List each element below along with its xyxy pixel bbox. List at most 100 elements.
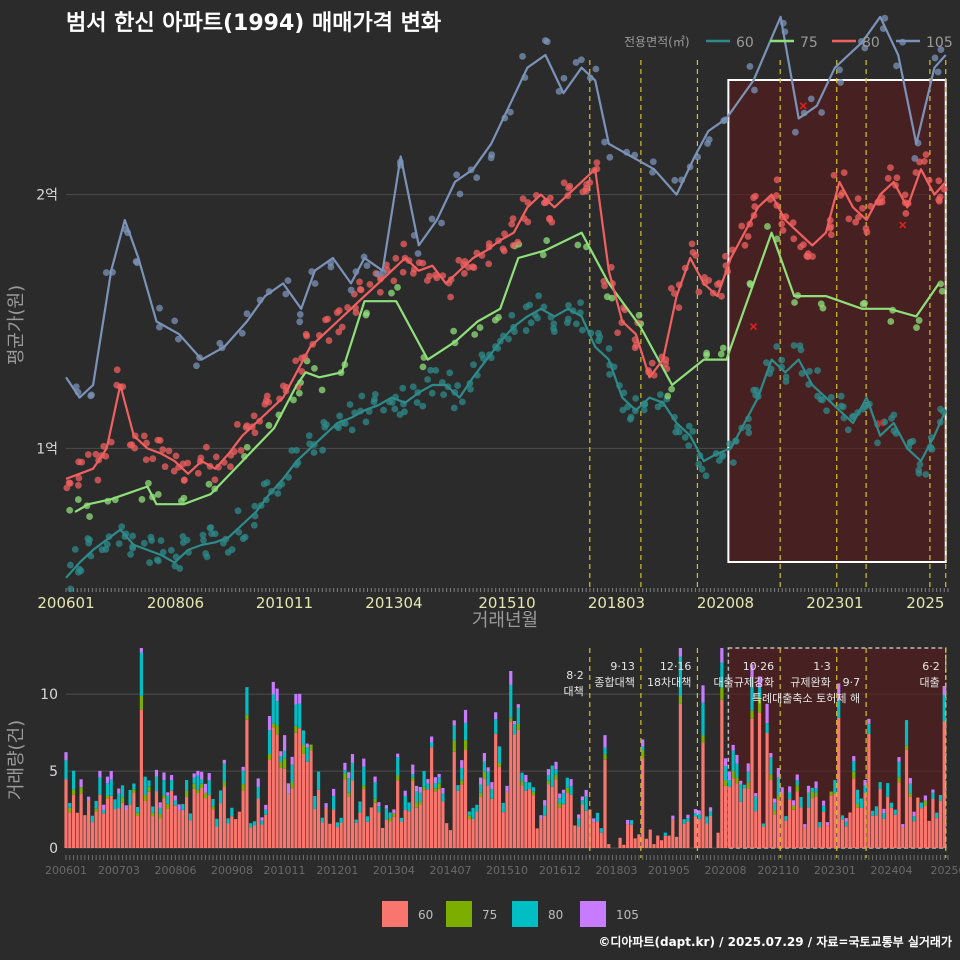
volume-bar-60 — [648, 829, 652, 848]
scatter-point-60 — [922, 470, 930, 478]
volume-bar-75 — [855, 803, 860, 808]
volume-bar-105 — [396, 753, 400, 758]
volume-bar-80 — [105, 783, 110, 796]
scatter-point-60 — [321, 423, 329, 431]
scatter-point-60 — [362, 418, 370, 426]
volume-bar-105 — [769, 753, 773, 758]
volume-bar-105 — [678, 648, 682, 657]
volume-bar-60 — [516, 729, 520, 848]
scatter-point-80 — [356, 278, 363, 286]
scatter-point-80 — [256, 417, 264, 425]
scatter-point-80 — [701, 273, 708, 281]
volume-bar-80 — [264, 809, 268, 815]
volume-bar-75 — [791, 805, 796, 810]
volume-bar-105 — [735, 754, 739, 764]
volume-bar-60 — [241, 790, 245, 848]
volume-bar-105 — [196, 770, 200, 776]
scatter-point-80 — [893, 174, 901, 182]
volume-bar-60 — [396, 780, 400, 848]
scatter-point-60 — [595, 337, 602, 345]
volume-bar-60 — [580, 804, 584, 848]
scatter-point-80 — [901, 191, 909, 199]
volume-bar-80 — [569, 786, 573, 795]
scatter-point-80 — [789, 219, 797, 227]
volume-bar-80 — [912, 816, 916, 822]
volume-bar-80 — [373, 782, 377, 799]
volume-bar-60 — [226, 823, 230, 848]
volume-bar-60 — [185, 796, 189, 848]
volume-bar-105 — [901, 824, 905, 828]
scatter-point-75 — [86, 513, 93, 520]
volume-bar-80 — [855, 789, 860, 804]
volume-bar-105 — [701, 685, 705, 703]
volume-bar-80 — [354, 819, 358, 823]
volume-bar-60 — [471, 818, 475, 848]
volume-bar-80 — [693, 813, 698, 817]
volume-bar-60 — [708, 815, 713, 848]
top-x-tick-label: 201304 — [365, 594, 422, 612]
volume-bar-60 — [215, 826, 219, 848]
bottom-x-tick-label: 200908 — [211, 864, 253, 877]
volume-bar-60 — [776, 800, 780, 848]
scatter-point-60 — [675, 428, 683, 436]
volume-bar-80 — [742, 784, 747, 789]
volume-bar-60 — [509, 721, 513, 848]
volume-bar-60 — [897, 782, 901, 848]
scatter-point-80 — [211, 476, 219, 484]
scatter-point-60 — [234, 507, 242, 515]
volume-bar-60 — [644, 838, 649, 848]
volume-bar-60 — [874, 815, 878, 848]
volume-bar-75 — [271, 723, 275, 728]
volume-bar-80 — [196, 775, 200, 790]
volume-bar-80 — [433, 782, 437, 789]
volume-bar-75 — [531, 791, 535, 796]
scatter-point-105 — [284, 277, 292, 284]
volume-bar-60 — [245, 719, 249, 848]
scatter-point-60 — [796, 342, 804, 350]
scatter-point-60 — [458, 398, 466, 406]
scatter-point-75 — [74, 496, 82, 503]
volume-bar-80 — [554, 769, 558, 775]
scatter-point-80 — [548, 218, 556, 226]
scatter-point-75 — [318, 386, 326, 394]
bar-legend-swatch-75 — [446, 901, 472, 927]
volume-bar-105 — [577, 814, 581, 819]
volume-bar-80 — [298, 703, 302, 729]
volume-bar-75 — [136, 812, 140, 817]
volume-bar-60 — [249, 827, 253, 848]
volume-bar-105 — [486, 767, 490, 772]
volume-bar-75 — [467, 815, 471, 820]
volume-bar-60 — [98, 794, 102, 848]
scatter-point-60 — [153, 556, 161, 564]
volume-bar-80 — [249, 823, 253, 828]
scatter-point-60 — [890, 411, 898, 419]
volume-bar-60 — [207, 795, 211, 848]
volume-bar-80 — [882, 812, 886, 819]
scatter-point-60 — [773, 343, 781, 350]
scatter-point-60 — [103, 540, 111, 548]
volume-bar-105 — [154, 769, 159, 777]
volume-bar-60 — [633, 838, 637, 848]
scatter-point-80 — [837, 191, 845, 199]
scatter-point-80 — [298, 368, 306, 375]
scatter-point-105 — [296, 318, 304, 326]
volume-bar-60 — [546, 784, 551, 848]
volume-bar-105 — [516, 704, 520, 708]
scatter-point-80 — [887, 164, 894, 172]
scatter-point-80 — [855, 213, 862, 221]
volume-bar-60 — [641, 758, 645, 848]
volume-bar-80 — [746, 771, 750, 783]
volume-bar-105 — [795, 774, 799, 781]
scatter-point-80 — [292, 357, 300, 365]
scatter-point-80 — [593, 159, 601, 167]
volume-bar-80 — [810, 787, 814, 792]
volume-bar-60 — [558, 807, 562, 848]
scatter-point-60 — [348, 426, 356, 434]
scatter-point-105 — [751, 86, 758, 94]
volume-bar-60 — [750, 718, 754, 848]
volume-bar-60 — [362, 789, 366, 848]
volume-bar-60 — [844, 826, 848, 848]
scatter-point-105 — [791, 128, 799, 136]
volume-bar-80 — [852, 761, 856, 772]
